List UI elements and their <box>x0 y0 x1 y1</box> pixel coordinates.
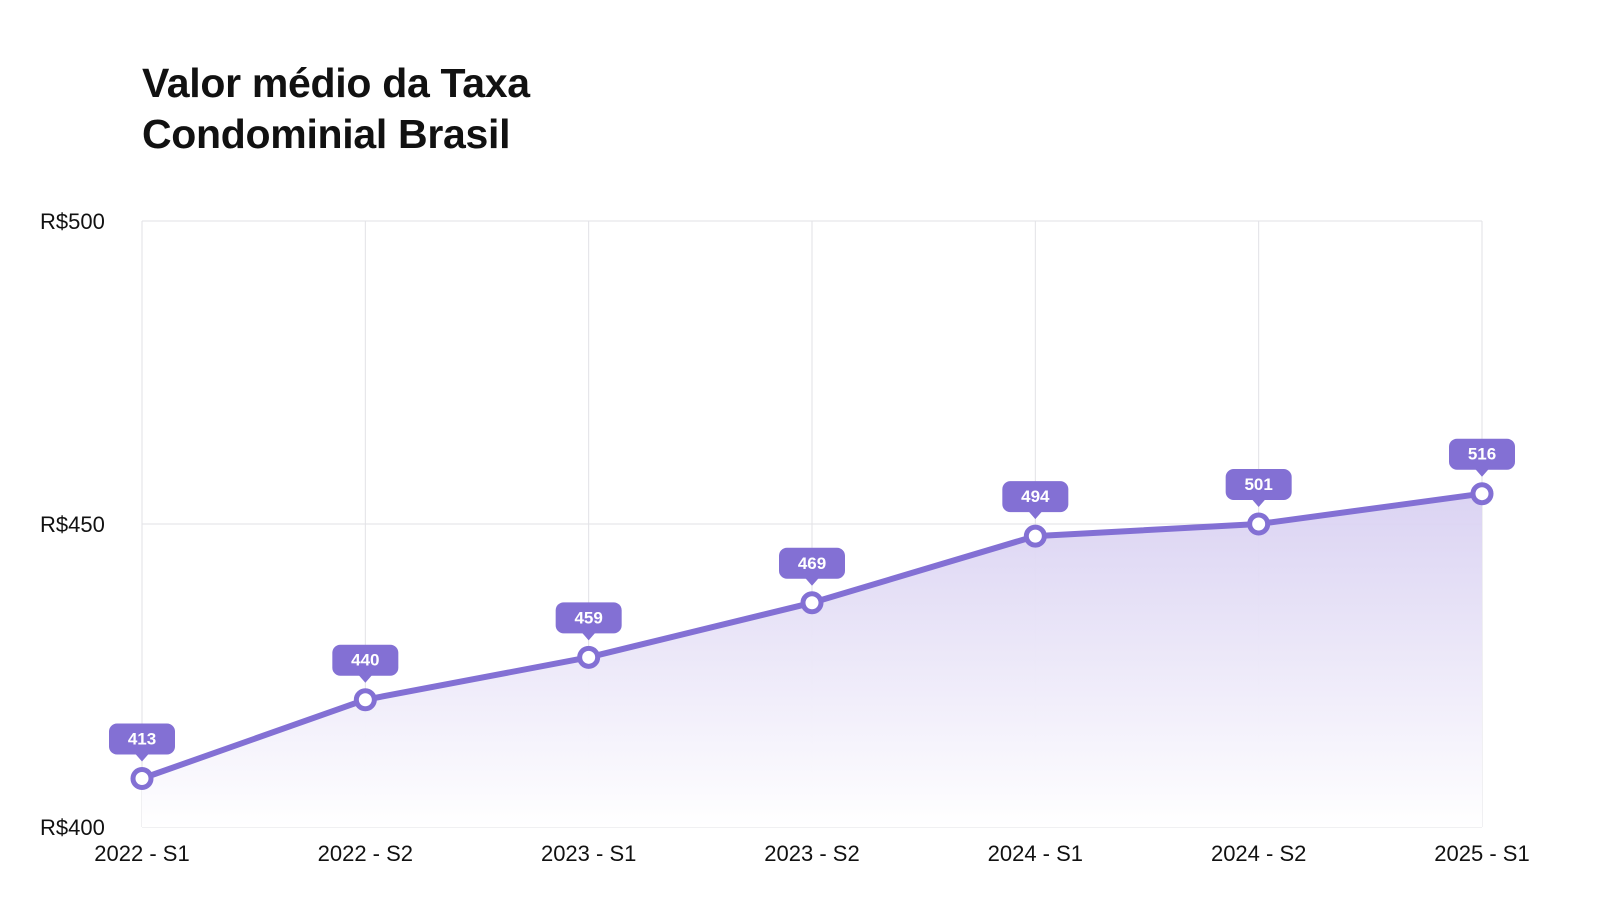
data-label-badge: 413 <box>109 723 175 762</box>
badge-background <box>332 644 399 676</box>
data-points <box>130 482 1494 791</box>
y-axis: R$500 R$450 R$400 <box>40 209 105 840</box>
chart-title-line-2: Condominial Brasil <box>142 111 511 157</box>
data-point[interactable] <box>577 645 601 669</box>
data-label: 469 <box>798 554 826 573</box>
y-tick-label: R$450 <box>40 512 105 537</box>
data-point[interactable] <box>1247 512 1271 536</box>
data-point[interactable] <box>353 688 377 712</box>
x-axis: 2022 - S1 2022 - S2 2023 - S1 2023 - S2 2024… <box>94 841 1529 866</box>
badge-pointer <box>1028 511 1043 520</box>
data-point[interactable] <box>1470 482 1494 506</box>
badge-background <box>555 602 622 634</box>
data-label-badge: 516 <box>1449 438 1515 477</box>
badge-background <box>1449 438 1515 470</box>
data-point[interactable] <box>130 767 154 791</box>
badge-pointer <box>805 577 819 586</box>
data-point[interactable] <box>800 591 824 615</box>
data-label: 494 <box>1021 487 1050 506</box>
x-tick-label: 2023 - S2 <box>764 841 859 866</box>
area-fill-path <box>142 493 1482 827</box>
x-tick-label: 2024 - S1 <box>988 841 1083 866</box>
y-tick-label: R$500 <box>40 209 105 234</box>
y-tick-label: R$400 <box>40 815 105 840</box>
badge-background <box>1225 469 1292 500</box>
badge-background <box>779 547 845 579</box>
badge-pointer <box>1475 468 1489 477</box>
data-label: 501 <box>1244 475 1272 494</box>
data-label-badge: 459 <box>555 602 622 641</box>
data-label: 440 <box>351 651 379 670</box>
data-label-badge: 469 <box>779 547 845 586</box>
badge-pointer <box>581 632 596 641</box>
badge-pointer <box>1251 499 1266 507</box>
chart-title-line-1: Valor médio da Taxa <box>142 60 530 106</box>
area-fill <box>142 493 1482 827</box>
chart-title: Valor médio da Taxa Condominial Brasil <box>142 58 530 160</box>
data-label: 413 <box>128 730 156 749</box>
x-tick-label: 2024 - S2 <box>1211 841 1306 866</box>
badge-background <box>1002 481 1069 513</box>
data-label-badge: 501 <box>1225 469 1292 507</box>
data-label-badge: 440 <box>332 644 399 683</box>
data-point[interactable] <box>1023 524 1047 548</box>
x-tick-label: 2022 - S2 <box>318 841 413 866</box>
data-label-badge: 494 <box>1002 481 1069 520</box>
badge-pointer <box>135 753 149 762</box>
data-label: 459 <box>574 608 602 627</box>
x-tick-label: 2023 - S1 <box>541 841 636 866</box>
data-label: 516 <box>1468 445 1496 464</box>
badge-background <box>109 723 175 755</box>
x-tick-label: 2025 - S1 <box>1434 841 1529 866</box>
data-label-badges: 413 440 459 469 494 501 516 <box>109 438 1515 762</box>
x-tick-label: 2022 - S1 <box>94 841 189 866</box>
badge-pointer <box>358 674 373 683</box>
